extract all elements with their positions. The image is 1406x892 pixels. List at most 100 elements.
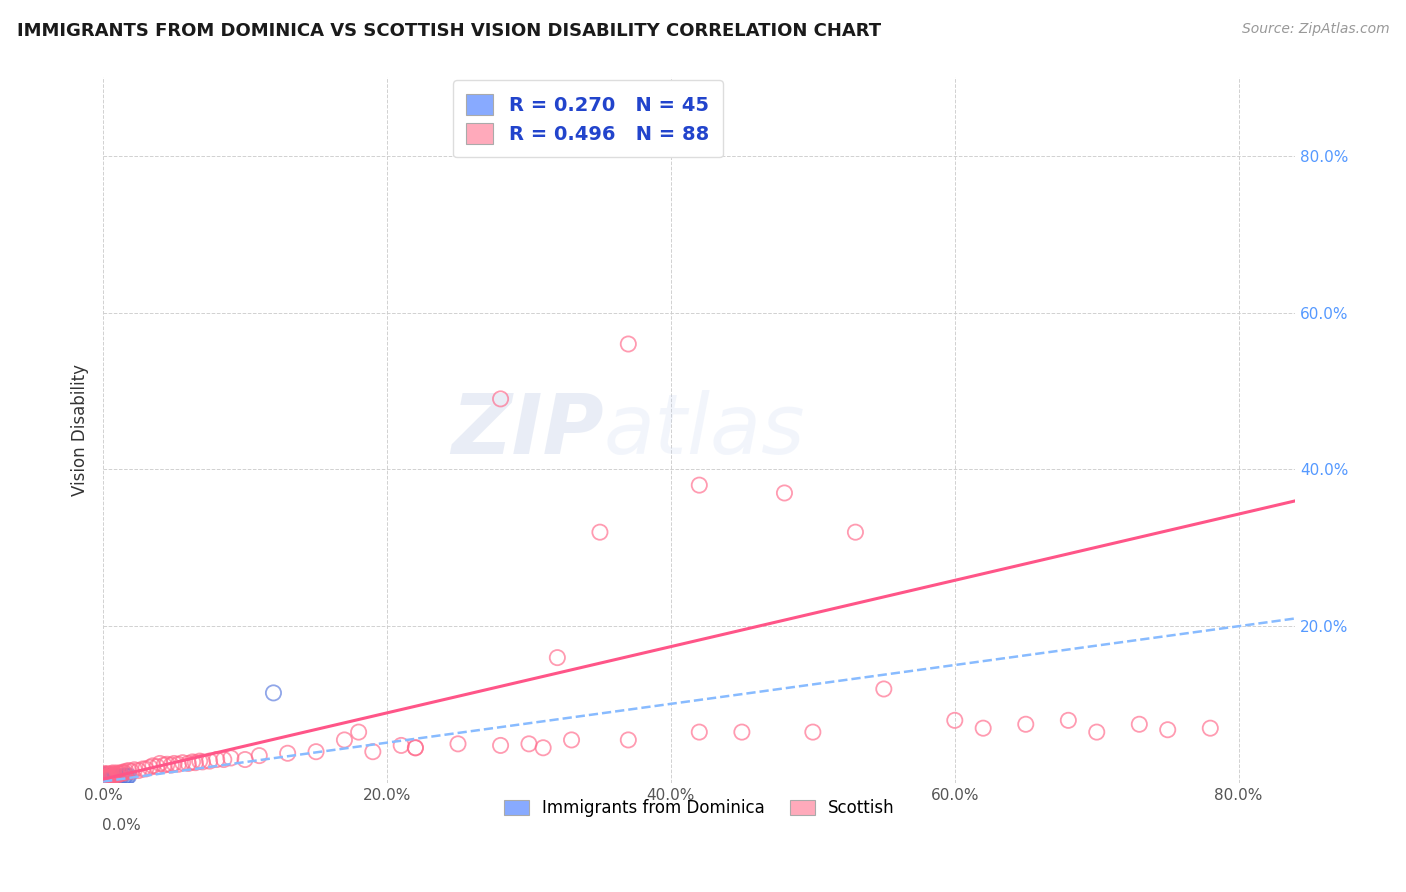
- Point: [731, 725, 754, 739]
- Point: [98, 771, 121, 785]
- Point: [94, 770, 117, 784]
- Point: [93, 767, 115, 781]
- Point: [277, 746, 299, 760]
- Point: [105, 770, 128, 784]
- Point: [333, 733, 356, 747]
- Point: [104, 769, 127, 783]
- Text: atlas: atlas: [605, 390, 806, 471]
- Point: [188, 754, 211, 768]
- Point: [873, 681, 896, 696]
- Point: [1128, 717, 1150, 731]
- Point: [1015, 717, 1038, 731]
- Point: [561, 733, 583, 747]
- Text: ZIP: ZIP: [451, 390, 605, 471]
- Point: [93, 771, 115, 785]
- Point: [132, 762, 155, 776]
- Point: [98, 771, 121, 785]
- Point: [160, 758, 183, 772]
- Point: [115, 764, 138, 779]
- Point: [546, 650, 568, 665]
- Point: [94, 767, 117, 781]
- Point: [801, 725, 824, 739]
- Point: [103, 772, 125, 786]
- Point: [177, 756, 200, 771]
- Point: [104, 772, 127, 786]
- Point: [1057, 714, 1080, 728]
- Point: [1157, 723, 1180, 737]
- Point: [101, 769, 124, 783]
- Point: [96, 767, 118, 781]
- Point: [688, 478, 710, 492]
- Point: [93, 766, 115, 780]
- Point: [305, 745, 328, 759]
- Point: [96, 772, 118, 786]
- Point: [124, 763, 146, 777]
- Point: [142, 759, 165, 773]
- Point: [135, 762, 157, 776]
- Point: [96, 769, 118, 783]
- Point: [219, 751, 242, 765]
- Point: [404, 740, 426, 755]
- Point: [118, 769, 141, 783]
- Point: [94, 772, 117, 786]
- Point: [94, 771, 117, 785]
- Point: [262, 686, 284, 700]
- Point: [107, 766, 129, 780]
- Text: Source: ZipAtlas.com: Source: ZipAtlas.com: [1241, 22, 1389, 37]
- Point: [110, 770, 132, 784]
- Point: [844, 525, 866, 540]
- Point: [184, 756, 207, 770]
- Point: [617, 337, 640, 351]
- Point: [181, 755, 204, 769]
- Point: [96, 769, 118, 783]
- Point: [117, 770, 139, 784]
- Point: [146, 759, 169, 773]
- Point: [105, 765, 128, 780]
- Point: [112, 770, 135, 784]
- Point: [93, 774, 115, 789]
- Point: [167, 757, 190, 772]
- Point: [103, 768, 125, 782]
- Point: [98, 772, 121, 786]
- Point: [94, 772, 117, 786]
- Point: [105, 768, 128, 782]
- Point: [163, 756, 186, 771]
- Point: [972, 721, 994, 735]
- Point: [489, 739, 512, 753]
- Point: [247, 748, 270, 763]
- Point: [139, 760, 162, 774]
- Point: [773, 486, 796, 500]
- Point: [98, 767, 121, 781]
- Point: [93, 769, 115, 783]
- Point: [361, 745, 384, 759]
- Text: 0.0%: 0.0%: [101, 818, 141, 833]
- Point: [943, 714, 966, 728]
- Point: [347, 725, 370, 739]
- Point: [688, 725, 710, 739]
- Point: [100, 770, 122, 784]
- Point: [97, 771, 120, 785]
- Point: [100, 769, 122, 783]
- Point: [108, 771, 131, 785]
- Point: [233, 752, 256, 766]
- Point: [94, 772, 117, 786]
- Point: [447, 737, 470, 751]
- Point: [156, 757, 179, 772]
- Point: [489, 392, 512, 406]
- Point: [153, 758, 176, 772]
- Point: [93, 769, 115, 783]
- Point: [121, 764, 143, 779]
- Point: [96, 766, 118, 780]
- Point: [97, 772, 120, 786]
- Point: [93, 772, 115, 786]
- Point: [172, 756, 194, 770]
- Point: [96, 772, 118, 786]
- Point: [93, 771, 115, 785]
- Point: [198, 754, 221, 768]
- Point: [100, 772, 122, 786]
- Point: [100, 766, 122, 780]
- Point: [97, 769, 120, 783]
- Point: [98, 769, 121, 783]
- Point: [97, 768, 120, 782]
- Y-axis label: Vision Disability: Vision Disability: [72, 364, 89, 496]
